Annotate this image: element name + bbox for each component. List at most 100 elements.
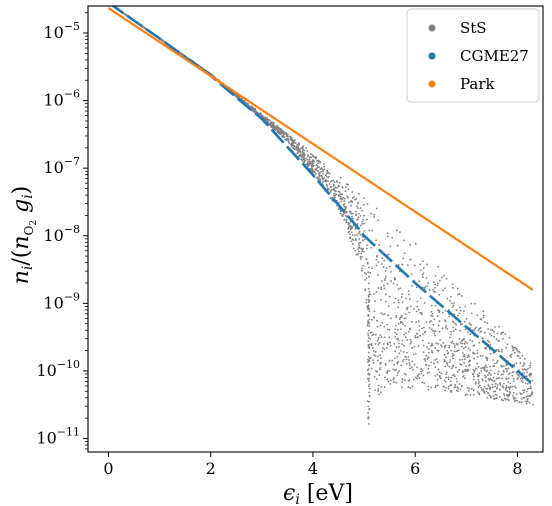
- sts-point: [377, 390, 380, 392]
- sts-point: [526, 388, 529, 391]
- sts-point: [351, 226, 354, 229]
- sts-point: [368, 266, 370, 269]
- sts-point: [403, 239, 405, 242]
- sts-point: [449, 359, 452, 361]
- sts-point: [452, 330, 455, 333]
- sts-point: [432, 323, 435, 326]
- sts-point: [396, 355, 399, 358]
- sts-point: [384, 313, 386, 315]
- sts-point: [421, 313, 423, 316]
- sts-point: [384, 362, 387, 365]
- sts-point: [404, 355, 407, 358]
- sts-point: [354, 249, 357, 252]
- sts-point: [519, 392, 522, 395]
- sts-point: [444, 344, 447, 347]
- sts-point: [518, 401, 521, 404]
- sts-point: [356, 218, 359, 220]
- sts-point: [409, 338, 412, 341]
- sts-point: [376, 325, 379, 328]
- sts-point: [477, 365, 480, 368]
- sts-point: [436, 349, 439, 352]
- sts-point: [291, 143, 294, 146]
- sts-point: [386, 370, 389, 372]
- sts-point: [412, 378, 415, 381]
- sts-point: [502, 386, 505, 389]
- axis-ticks: 0 2 4 6 8 10−11 10−10 10−9 10−8 10−7 10−6 10−5: [36, 12, 523, 478]
- sts-point: [431, 312, 434, 315]
- sts-point: [357, 212, 360, 215]
- sts-point: [433, 330, 435, 332]
- sts-point: [352, 212, 354, 215]
- sts-point: [434, 274, 437, 277]
- sts-point: [486, 366, 488, 369]
- sts-point: [357, 202, 360, 204]
- sts-point: [337, 184, 340, 187]
- sts-point: [519, 362, 522, 364]
- legend-marker: [428, 52, 436, 60]
- sts-point: [521, 354, 524, 357]
- sts-point: [395, 368, 398, 371]
- sts-point: [414, 242, 417, 245]
- sts-point: [511, 347, 514, 349]
- sts-point: [434, 358, 437, 361]
- sts-point: [389, 383, 392, 385]
- sts-point: [392, 368, 395, 371]
- sts-point: [499, 383, 502, 386]
- sts-point: [367, 361, 369, 364]
- sts-point: [109, 3, 111, 5]
- sts-point: [349, 236, 352, 239]
- sts-point: [375, 264, 378, 267]
- sts-point: [372, 362, 375, 364]
- sts-point: [427, 367, 430, 370]
- sts-point: [295, 148, 298, 151]
- sts-point: [379, 334, 382, 337]
- sts-point: [336, 180, 338, 182]
- sts-point: [387, 253, 390, 256]
- sts-point: [515, 393, 518, 395]
- sts-point: [446, 362, 449, 365]
- sts-point: [480, 386, 483, 389]
- sts-point: [452, 326, 455, 329]
- sts-point: [432, 288, 435, 291]
- sts-point: [354, 227, 357, 230]
- sts-point: [456, 314, 459, 317]
- sts-point: [423, 358, 426, 361]
- sts-point: [366, 244, 368, 247]
- sts-point: [401, 339, 404, 342]
- sts-point: [381, 313, 384, 316]
- sts-point: [451, 283, 454, 286]
- sts-point: [506, 343, 509, 346]
- sts-point: [452, 286, 454, 289]
- sts-point: [483, 385, 486, 388]
- sts-point: [288, 135, 291, 138]
- sts-point: [484, 348, 487, 350]
- sts-point: [400, 386, 403, 389]
- sts-point: [408, 311, 411, 314]
- sts-point: [509, 385, 512, 388]
- sts-point: [466, 368, 469, 371]
- sts-point: [496, 384, 499, 386]
- sts-point: [402, 350, 405, 353]
- sts-point: [448, 315, 451, 318]
- y-tick-label: 10−7: [43, 155, 80, 177]
- sts-point: [385, 346, 388, 349]
- sts-point: [340, 197, 343, 200]
- sts-point: [318, 177, 320, 179]
- sts-point: [488, 394, 491, 397]
- sts-point: [495, 397, 498, 400]
- sts-point: [397, 301, 400, 304]
- sts-point: [317, 162, 320, 165]
- sts-point: [505, 378, 508, 381]
- sts-point: [396, 229, 398, 232]
- sts-point: [433, 318, 436, 321]
- sts-point: [467, 390, 470, 392]
- sts-point: [425, 277, 428, 279]
- sts-point: [495, 338, 498, 340]
- y-tick-label: 10−5: [43, 20, 80, 42]
- sts-point: [374, 343, 377, 345]
- sts-point: [366, 247, 368, 250]
- sts-point: [367, 344, 370, 347]
- sts-point: [359, 233, 362, 236]
- sts-point: [432, 281, 435, 284]
- sts-point: [361, 255, 364, 258]
